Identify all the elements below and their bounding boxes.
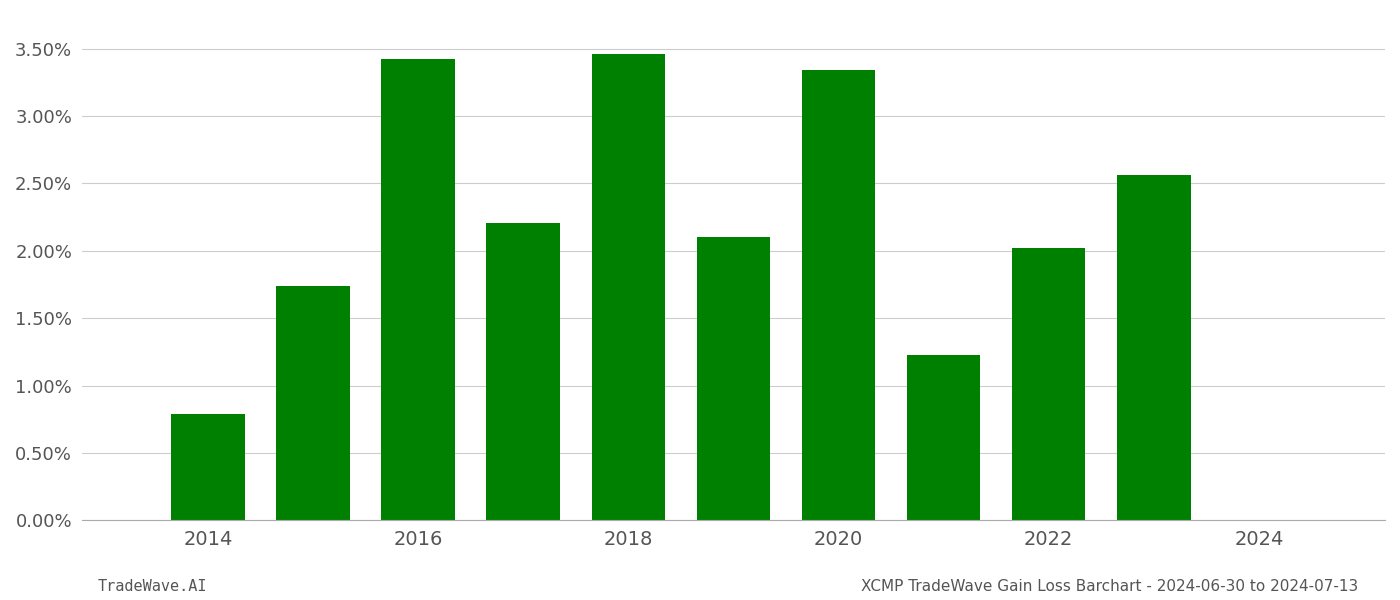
Text: TradeWave.AI: TradeWave.AI — [98, 579, 207, 594]
Bar — [486, 223, 560, 520]
Bar — [907, 355, 980, 520]
Bar — [1012, 248, 1085, 520]
Bar — [171, 414, 245, 520]
Text: XCMP TradeWave Gain Loss Barchart - 2024-06-30 to 2024-07-13: XCMP TradeWave Gain Loss Barchart - 2024… — [861, 579, 1358, 594]
Bar — [1117, 175, 1190, 520]
Bar — [381, 59, 455, 520]
Bar — [276, 286, 350, 520]
Bar — [592, 54, 665, 520]
Bar — [802, 70, 875, 520]
Bar — [697, 238, 770, 520]
